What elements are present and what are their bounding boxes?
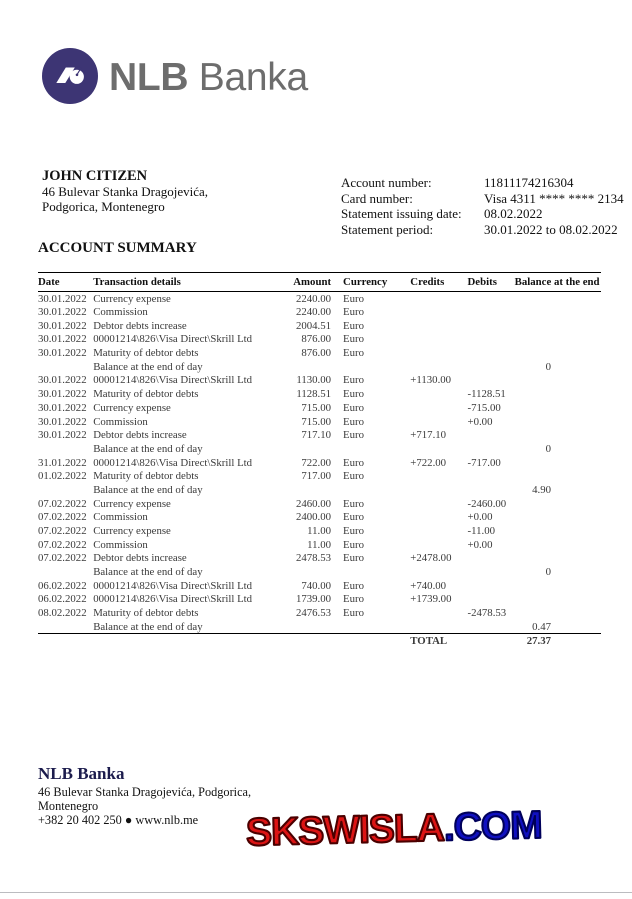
svg-text:SKSWISLA.COM: SKSWISLA.COM	[245, 804, 542, 855]
